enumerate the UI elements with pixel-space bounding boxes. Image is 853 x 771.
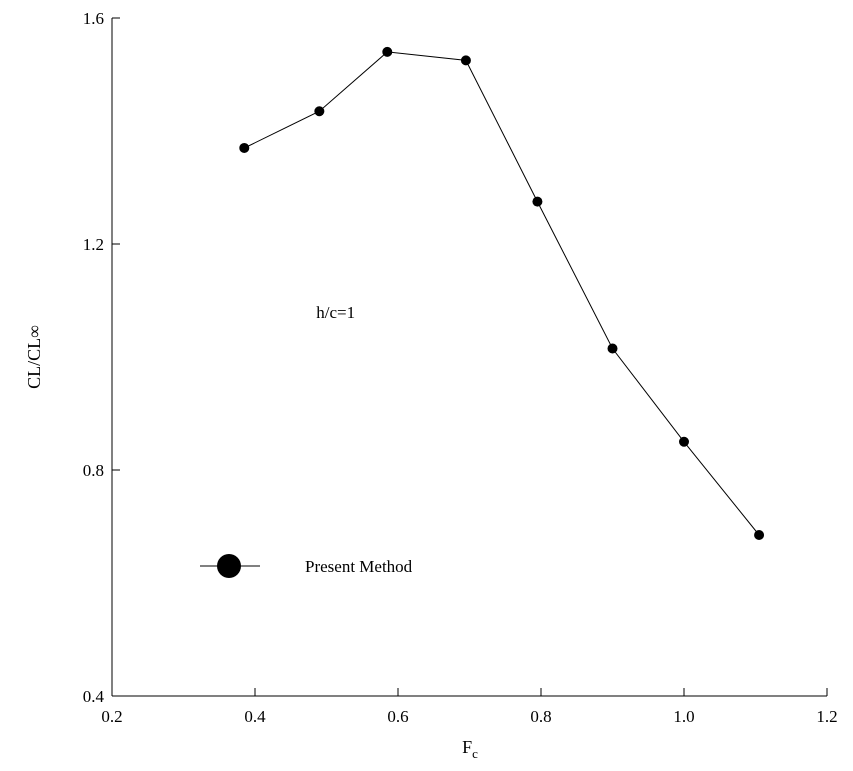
x-axis-label-main: F bbox=[462, 737, 472, 757]
x-tick-label: 0.6 bbox=[387, 707, 408, 726]
series-line bbox=[244, 51, 760, 536]
series-layer bbox=[239, 46, 765, 540]
legend-label: Present Method bbox=[305, 557, 413, 576]
y-axis-label: CL/CL∞ bbox=[24, 325, 44, 389]
x-tick-label: 1.0 bbox=[673, 707, 694, 726]
data-point bbox=[314, 106, 325, 117]
data-point bbox=[460, 55, 471, 66]
y-tick-label: 0.8 bbox=[83, 461, 104, 480]
y-tick-label: 0.4 bbox=[83, 687, 105, 706]
x-tick-label: 1.2 bbox=[816, 707, 837, 726]
data-point bbox=[679, 436, 689, 447]
data-point bbox=[754, 529, 765, 540]
annotation-hc: h/c=1 bbox=[316, 303, 355, 322]
legend: Present Method bbox=[200, 554, 413, 578]
x-tick-label: 0.2 bbox=[101, 707, 122, 726]
x-axis-label: Fc bbox=[462, 737, 478, 761]
legend-marker bbox=[217, 554, 241, 578]
x-tick-label: 0.4 bbox=[244, 707, 266, 726]
x-tick-label: 0.8 bbox=[530, 707, 551, 726]
data-point bbox=[532, 196, 543, 207]
x-axis-label-subscript: c bbox=[472, 746, 478, 761]
y-tick-label: 1.6 bbox=[83, 9, 104, 28]
data-point bbox=[382, 46, 393, 57]
data-point bbox=[607, 343, 618, 354]
data-point bbox=[239, 142, 250, 153]
axes bbox=[111, 18, 827, 697]
ticks: 0.2 0.4 0.6 0.8 1.0 1.20.40.81.21.6 bbox=[83, 9, 838, 726]
y-tick-label: 1.2 bbox=[83, 235, 104, 254]
